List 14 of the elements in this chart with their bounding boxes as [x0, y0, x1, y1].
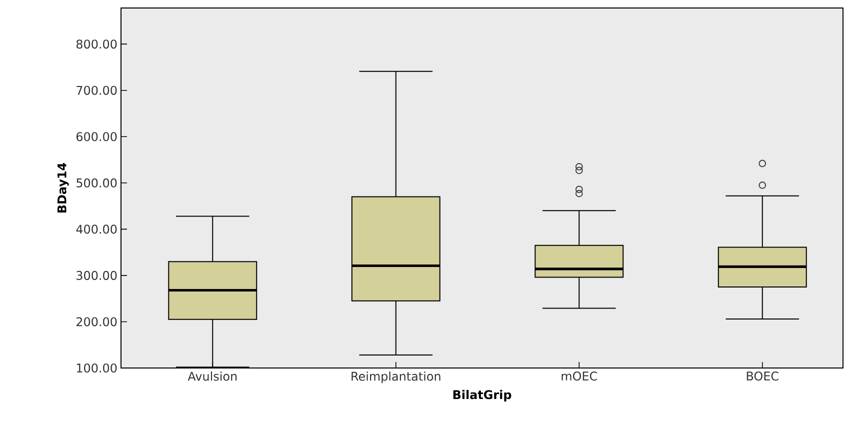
y-tick-label: 800.00	[76, 40, 117, 49]
y-tick-label: 200.00	[76, 317, 117, 326]
x-axis-title: BilatGrip	[453, 390, 512, 402]
x-tick-label: BOEC	[746, 372, 778, 381]
y-tick-label: 700.00	[76, 86, 117, 95]
y-tick-label: 300.00	[76, 270, 117, 280]
y-tick-label: 400.00	[76, 224, 117, 234]
y-tick-label: 600.00	[76, 132, 117, 142]
x-tick-label: Avulsion	[188, 372, 237, 381]
x-tick-label: mOEC	[562, 372, 597, 381]
x-tick-label: Reimplantation	[352, 372, 440, 384]
y-tick-label: 500.00	[76, 178, 117, 188]
y-axis-title: BDay14	[58, 162, 69, 212]
y-tick-label: 100.00	[76, 363, 117, 373]
